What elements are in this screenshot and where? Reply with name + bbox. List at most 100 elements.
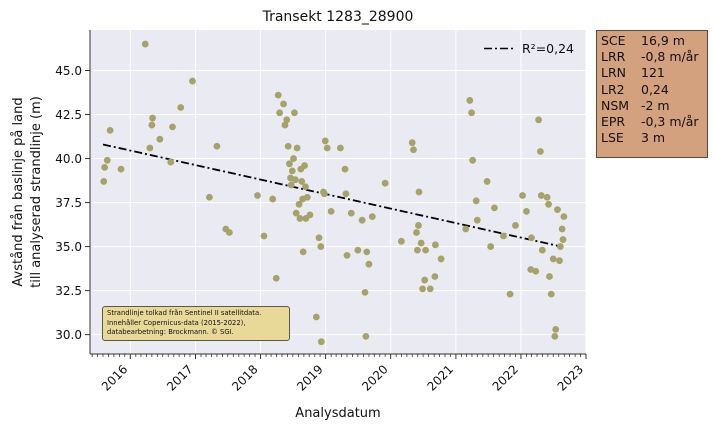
legend-label: R²=0,24 <box>522 41 574 56</box>
data-point <box>483 178 491 185</box>
data-point <box>301 162 308 169</box>
y-axis-label-line-1: Avstånd från baslinje på land <box>11 97 26 286</box>
y-axis-ticks: 30.0 32.5 35.0 37.5 40.0 42.5 45.0 <box>55 64 90 342</box>
data-point <box>347 209 355 217</box>
data-point <box>422 246 429 254</box>
data-point <box>317 338 325 346</box>
axes <box>89 30 586 355</box>
data-point <box>506 290 514 298</box>
trend-line <box>102 143 562 248</box>
y-tick-label: 30.0 <box>55 328 82 342</box>
data-point <box>169 123 176 131</box>
data-point <box>551 332 559 340</box>
stats-key: LSE <box>601 130 624 146</box>
data-point <box>417 239 425 247</box>
x-tick-label: 2018 <box>229 362 260 393</box>
data-point <box>290 155 297 162</box>
y-axis-label-line-2: till analyserad strandlinje (m) <box>29 96 44 288</box>
data-point <box>415 188 423 196</box>
data-point <box>337 144 344 152</box>
data-point <box>323 144 331 152</box>
y-tick-label: 42.5 <box>55 108 82 122</box>
data-point <box>543 193 551 201</box>
stats-row: LR2 0,24 <box>601 82 703 98</box>
stats-row: LRR -0,8 m/år <box>601 49 703 65</box>
statistics-box: SCE 16,9 m LRR -0,8 m/år LRN 121 LR2 0,24 NSM -2 … <box>596 30 708 158</box>
data-point <box>437 255 445 263</box>
data-point <box>466 97 474 104</box>
data-point <box>260 232 268 240</box>
data-point <box>156 135 164 143</box>
data-point <box>292 209 300 217</box>
x-tick-label: 2020 <box>359 362 390 393</box>
x-tick-label: 2019 <box>294 362 325 393</box>
stats-key: EPR <box>601 114 626 130</box>
data-point <box>148 121 156 129</box>
data-point <box>537 192 545 199</box>
data-point <box>296 215 304 222</box>
data-point <box>560 213 568 221</box>
data-point <box>291 176 299 184</box>
x-axis-label: Analysdatum <box>295 406 380 421</box>
stats-value: -2 m <box>641 97 670 113</box>
data-point <box>299 248 307 256</box>
legend: R²=0,24 <box>484 41 574 56</box>
x-tick-label: 2023 <box>555 362 586 393</box>
data-point <box>327 207 335 215</box>
data-point <box>283 116 291 124</box>
data-point <box>523 207 530 215</box>
data-point <box>286 160 293 168</box>
stats-key: LR2 <box>601 81 625 97</box>
data-point <box>556 257 563 265</box>
stats-value: 0,24 <box>641 81 669 97</box>
data-point <box>535 116 542 124</box>
data-point <box>419 285 426 293</box>
stats-row: LSE 3 m <box>601 130 703 146</box>
data-point <box>559 236 567 243</box>
x-tick-label: 2022 <box>490 362 521 393</box>
stats-key: SCE <box>601 33 626 48</box>
data-point <box>462 225 470 233</box>
data-point <box>410 146 417 154</box>
data-point <box>472 197 480 205</box>
data-point <box>362 332 370 340</box>
stats-row: SCE 16,9 m <box>601 33 703 49</box>
data-point <box>101 163 109 171</box>
chart-title: Transekt 1283_28900 <box>262 9 414 25</box>
data-point <box>315 234 323 242</box>
data-point <box>254 192 261 199</box>
data-point <box>281 121 289 129</box>
source-note-line: Strandlinje tolkad från Sentinel II sate… <box>107 309 262 317</box>
data-point <box>554 206 561 214</box>
data-point <box>381 179 389 187</box>
stats-key: LRN <box>601 65 626 81</box>
data-point <box>167 158 175 166</box>
x-tick-label: 2021 <box>425 362 456 393</box>
data-point <box>421 276 429 284</box>
data-point <box>303 193 311 201</box>
x-tick-label: 2017 <box>164 362 195 393</box>
data-point <box>368 213 376 221</box>
data-point <box>546 273 553 280</box>
data-point <box>146 144 154 152</box>
data-point <box>298 178 306 185</box>
data-point <box>287 181 295 189</box>
y-tick-label: 35.0 <box>55 240 82 254</box>
data-point <box>280 100 287 108</box>
stats-value: 121 <box>641 65 665 81</box>
data-point <box>354 246 362 254</box>
stats-key: LRR <box>601 49 626 65</box>
data-point <box>361 288 369 296</box>
data-point <box>274 91 282 99</box>
data-point <box>547 290 555 298</box>
data-point <box>558 225 566 233</box>
x-tick-label: 2016 <box>99 362 130 393</box>
data-point <box>500 232 507 240</box>
data-point <box>413 229 420 236</box>
data-point <box>276 109 284 117</box>
source-note: Strandlinje tolkad från Sentinel II sate… <box>102 306 290 341</box>
source-note-line: databearbetning: Brockmann. © SGI. <box>107 328 234 337</box>
data-point <box>293 144 301 152</box>
data-point <box>528 234 535 242</box>
